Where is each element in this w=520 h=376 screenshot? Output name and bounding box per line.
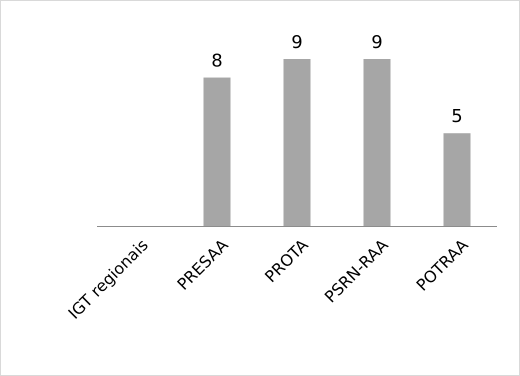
data-label: 9 (371, 32, 382, 53)
x-tick-labels-group: IGT regionais PRESAA PROTA PSRN-RAA POTRAA (64, 235, 471, 322)
bar-prota (283, 59, 311, 226)
bar-psrn-raa (363, 59, 391, 226)
data-label: 9 (291, 32, 302, 53)
x-tick-label: PROTA (261, 235, 312, 286)
data-labels-group: 8 9 9 5 (211, 32, 462, 127)
bars-group (203, 59, 471, 226)
x-tick-label: POTRAA (413, 235, 472, 294)
data-label: 5 (451, 106, 462, 127)
bar-potraa (443, 133, 471, 226)
x-tick-label: IGT regionais (64, 235, 151, 322)
x-tick-label: PRESAA (173, 235, 231, 293)
bar-presaa (203, 77, 231, 226)
x-tick-label: PSRN-RAA (321, 235, 392, 306)
data-label: 8 (211, 51, 222, 72)
